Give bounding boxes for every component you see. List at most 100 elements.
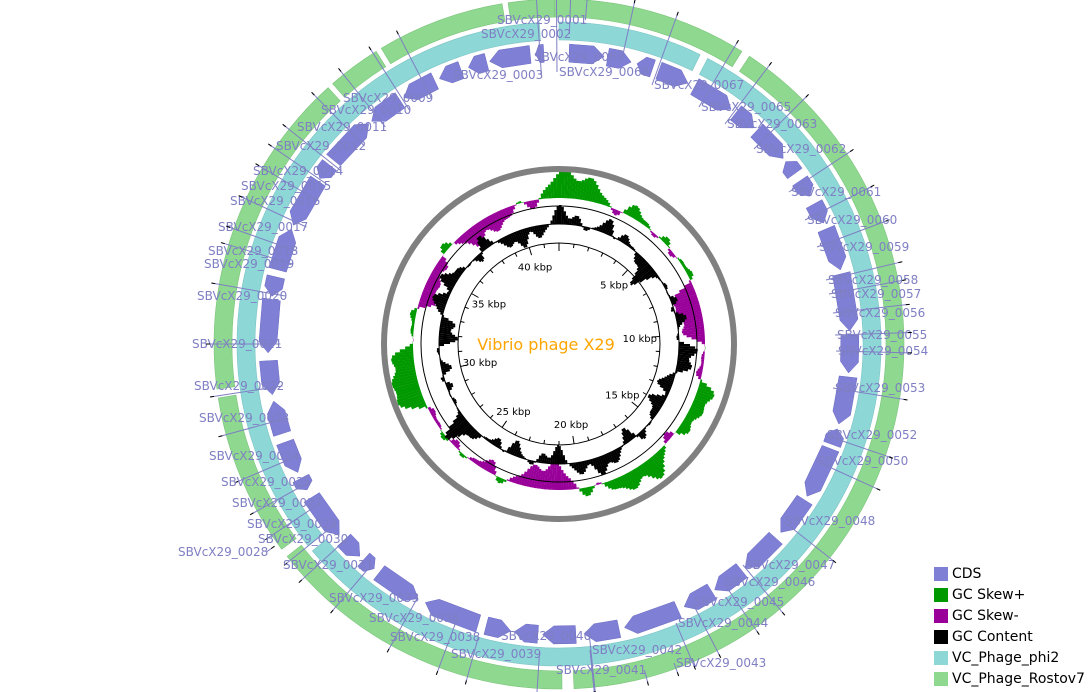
gc-content-bar: [626, 241, 631, 246]
gc-content-bar: [620, 234, 628, 243]
gc-skew-minus-bar: [436, 421, 441, 426]
gc-skew-plus-bar: [690, 405, 704, 415]
gene-label: SBVcX29_0061: [791, 185, 881, 199]
gc-content-bar: [480, 252, 484, 255]
gene-label-connector: [722, 581, 760, 635]
gc-skew-minus-bar: [662, 435, 670, 442]
gene-label: SBVcX29_0028: [178, 545, 268, 559]
gc-skew-plus-bar: [611, 479, 618, 490]
gene-label: SBVcX29_0043: [676, 656, 766, 670]
gc-content-bar: [536, 458, 539, 463]
gene-position-tick: [676, 11, 679, 16]
gene-position-tick: [368, 46, 372, 51]
gene-position-tick: [264, 537, 269, 541]
gc-skew-minus-bar: [684, 282, 693, 288]
kbp-tick-label: 5 kbp: [600, 281, 628, 292]
gc-skew-plus-bar: [440, 245, 448, 253]
gc-skew-plus-bar: [697, 389, 715, 398]
gc-skew-plus-bar: [685, 268, 691, 274]
gc-skew-minus-bar: [425, 282, 439, 290]
minor-tick: [464, 306, 469, 310]
gc-skew-minus-bar: [418, 301, 432, 308]
gc-content-bar: [671, 301, 677, 306]
gene-label-connector: [535, 0, 542, 76]
gc-content-bar: [678, 346, 696, 349]
gene-position-tick: [885, 219, 890, 222]
gene-label: SBVcX29_0063: [727, 117, 817, 131]
gc-content-bar: [528, 460, 533, 465]
cds-arrow: [714, 563, 748, 592]
gc-skew-minus-bar: [511, 205, 516, 210]
gene-label-connector: [250, 481, 310, 515]
gc-skew-minus-bar: [485, 459, 495, 472]
gc-skew-minus-bar: [697, 368, 703, 372]
gc-content-bar: [558, 446, 562, 464]
gc-content-bar: [666, 375, 675, 380]
gc-content-bar: [632, 248, 636, 251]
gene-label-connector: [782, 520, 836, 563]
gc-content-bar: [677, 322, 683, 326]
gc-skew-minus-bar: [430, 409, 436, 415]
gc-content-bar: [441, 364, 452, 369]
gc-content-bar: [630, 266, 653, 286]
gc-content-bar: [626, 429, 635, 439]
gc-skew-plus-bar: [576, 181, 582, 200]
gc-content-bar: [569, 463, 572, 467]
gc-skew-minus-bar: [675, 303, 701, 313]
gc-skew-plus-bar: [679, 423, 691, 432]
legend-item: CDS: [934, 563, 1092, 584]
gc-content-bar: [432, 295, 448, 303]
gc-skew-plus-bar: [518, 200, 522, 204]
gc-content-bar: [440, 361, 446, 365]
gc-content-bar: [544, 224, 548, 230]
gene-label-connector: [588, 635, 596, 692]
gc-skew-minus-bar: [570, 480, 575, 490]
gene-label-connector: [834, 332, 911, 336]
gc-content-bar: [579, 461, 585, 475]
gene-label-connector: [753, 94, 809, 150]
gc-content-bar: [573, 215, 578, 226]
gc-content-bar: [583, 226, 587, 231]
rostov7-segment: [553, 0, 743, 68]
gene-label: SBVcX29_0047: [745, 558, 835, 572]
gc-content-bar: [585, 227, 589, 232]
gc-skew-plus-bar: [445, 437, 449, 442]
gc-content-bar: [583, 460, 588, 469]
gc-content-bar: [629, 265, 651, 284]
gc-skew-minus-bar: [455, 238, 462, 245]
gc-skew-minus-bar: [483, 459, 492, 471]
gene-label: SBVcX29_0040: [501, 629, 591, 643]
gc-content-bar: [444, 272, 458, 283]
cds-arrow: [425, 599, 482, 633]
gene-label: SBVcX29_0011: [297, 120, 387, 134]
gc-content-bar: [444, 419, 468, 439]
minor-tick: [624, 414, 629, 419]
gene-label-connector: [568, 0, 572, 35]
minor-tick: [501, 260, 505, 265]
gene-label-connector: [268, 144, 330, 187]
gc-skew-plus-bar: [658, 449, 666, 457]
gc-skew-minus-bar: [665, 431, 673, 438]
gc-content-bar: [598, 224, 603, 232]
gc-content-bar: [439, 343, 445, 347]
gc-content-bar: [624, 237, 630, 245]
gene-label: SBVcX29_0031: [283, 558, 373, 572]
gc-skew-minus-bar: [475, 222, 486, 237]
gene-position-tick: [464, 680, 467, 685]
gc-content-bar: [677, 360, 691, 365]
gene-position-tick: [209, 395, 215, 398]
cds-arrow: [403, 72, 439, 100]
minor-tick: [634, 280, 639, 284]
gc-content-bar: [552, 451, 556, 464]
gc-content-bar: [621, 428, 632, 442]
gc-skew-plus-bar: [606, 202, 611, 207]
minor-tick: [600, 252, 604, 257]
gc-content-bar: [542, 224, 546, 233]
minor-tick: [600, 431, 604, 436]
gc-skew-plus-bar: [589, 180, 597, 202]
gc-content-bar: [452, 414, 464, 424]
gc-skew-plus-bar: [638, 217, 644, 224]
gc-skew-plus-bar: [687, 273, 694, 278]
gc-skew-minus-bar: [683, 331, 705, 336]
cds-arrow: [605, 47, 632, 69]
